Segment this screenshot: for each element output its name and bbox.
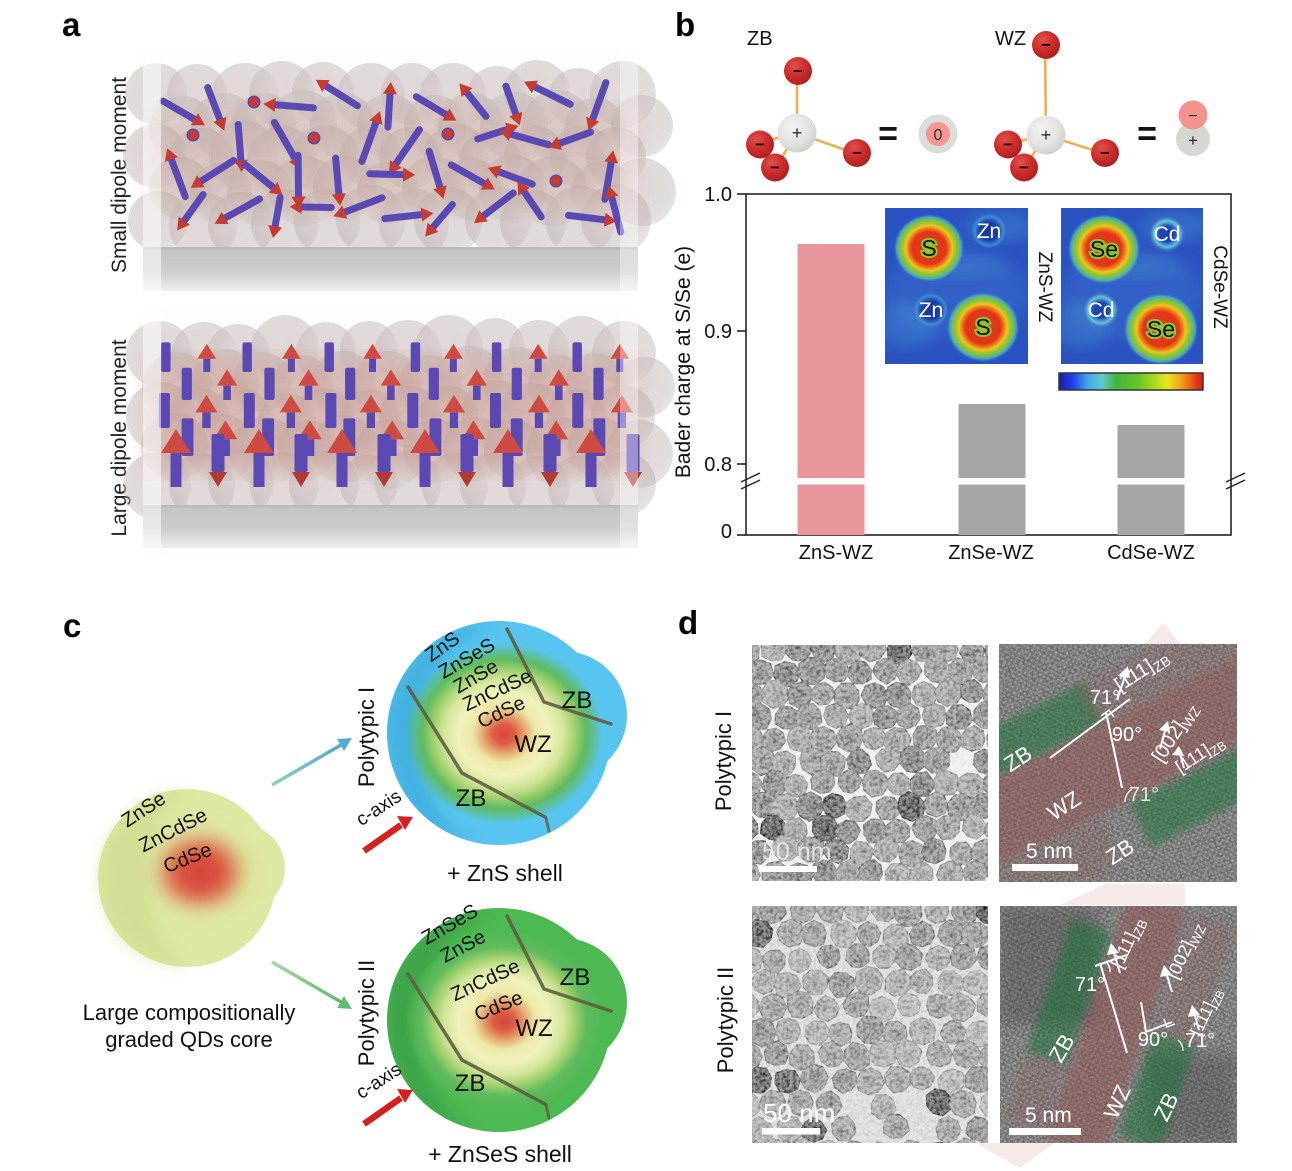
svg-text:+ ZnS shell: + ZnS shell: [447, 860, 563, 886]
svg-text:S: S: [921, 235, 936, 261]
svg-text:−: −: [755, 135, 765, 154]
svg-text:+: +: [1041, 125, 1052, 145]
svg-text:Zn: Zn: [919, 299, 944, 322]
svg-text:−: −: [770, 158, 780, 177]
svg-text:+ ZnSeS shell: + ZnSeS shell: [428, 1141, 572, 1167]
svg-text:0.8: 0.8: [704, 454, 732, 476]
svg-text:Small dipole moment: Small dipole moment: [108, 77, 131, 273]
svg-text:ZB: ZB: [455, 1070, 486, 1097]
svg-text:ZnSe-WZ: ZnSe-WZ: [948, 542, 1034, 564]
svg-text:90°: 90°: [1138, 1029, 1168, 1051]
svg-text:0: 0: [934, 127, 943, 144]
svg-text:+: +: [792, 123, 803, 143]
svg-text:ZnS-WZ: ZnS-WZ: [1034, 252, 1055, 323]
svg-text:50 nm: 50 nm: [763, 1098, 835, 1128]
svg-text:0.9: 0.9: [704, 321, 732, 343]
svg-text:ZnS-WZ: ZnS-WZ: [799, 542, 873, 564]
svg-text:Polytypic I: Polytypic I: [711, 711, 736, 811]
svg-text:S: S: [975, 314, 990, 340]
svg-text:−: −: [1019, 158, 1029, 177]
svg-text:50 nm: 50 nm: [762, 838, 831, 866]
svg-text:−: −: [1100, 144, 1110, 163]
svg-text:Polytypic II: Polytypic II: [354, 960, 379, 1066]
svg-text:Cd: Cd: [1088, 299, 1115, 322]
svg-text:90°: 90°: [1112, 724, 1142, 746]
svg-text:1.0: 1.0: [704, 184, 732, 206]
svg-text:−: −: [1041, 36, 1051, 55]
svg-text:Polytypic II: Polytypic II: [713, 967, 738, 1073]
svg-text:5 nm: 5 nm: [1025, 1104, 1072, 1127]
svg-text:WZ: WZ: [515, 1015, 552, 1042]
svg-text:Bader charge at S/Se (e): Bader charge at S/Se (e): [672, 246, 695, 478]
svg-text:Large dipole moment: Large dipole moment: [108, 339, 131, 536]
svg-text:d: d: [678, 604, 698, 641]
svg-text:WZ: WZ: [995, 28, 1026, 50]
svg-text:ZB: ZB: [747, 28, 773, 50]
svg-text:a: a: [62, 6, 81, 43]
svg-text:Zn: Zn: [977, 220, 1002, 243]
svg-text:−: −: [1003, 135, 1013, 154]
svg-text:71°: 71°: [1075, 974, 1105, 996]
svg-text:Cd: Cd: [1154, 223, 1181, 246]
svg-text:ZB: ZB: [560, 964, 591, 991]
svg-text:71°: 71°: [1185, 1030, 1215, 1052]
svg-text:Polytypic I: Polytypic I: [354, 687, 379, 787]
svg-text:71°: 71°: [1090, 687, 1120, 709]
svg-text:WZ: WZ: [514, 731, 551, 758]
svg-text:−: −: [1188, 108, 1197, 125]
svg-text:graded QDs core: graded QDs core: [105, 1027, 273, 1052]
svg-text:0: 0: [721, 521, 732, 543]
svg-text:Large compositionally: Large compositionally: [83, 1000, 296, 1025]
svg-text:5 nm: 5 nm: [1026, 840, 1073, 863]
svg-text:71°: 71°: [1129, 784, 1159, 806]
svg-text:Se: Se: [1147, 316, 1175, 342]
svg-text:Se: Se: [1090, 236, 1118, 262]
svg-text:−: −: [852, 144, 862, 163]
svg-text:c: c: [63, 607, 81, 644]
svg-text:b: b: [675, 6, 695, 43]
svg-text:ZB: ZB: [456, 785, 487, 812]
svg-text:+: +: [1188, 131, 1198, 150]
svg-text:CdSe-WZ: CdSe-WZ: [1107, 542, 1195, 564]
svg-text:CdSe-WZ: CdSe-WZ: [1209, 245, 1230, 329]
svg-text:ZB: ZB: [562, 687, 593, 714]
svg-text:−: −: [793, 62, 803, 81]
svg-text:=: =: [878, 115, 898, 153]
svg-text:=: =: [1137, 115, 1157, 153]
